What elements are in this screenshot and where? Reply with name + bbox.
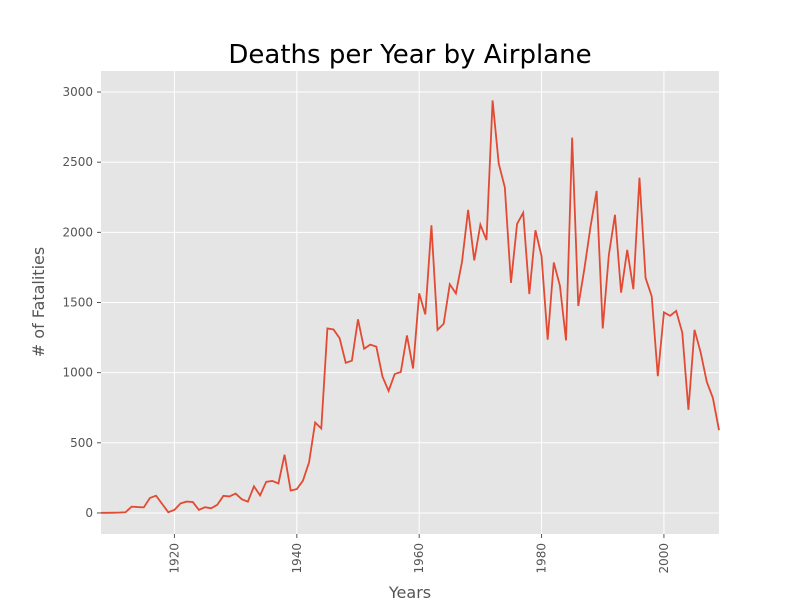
y-tick-label: 0	[85, 506, 93, 520]
y-axis-label: # of Fatalities	[29, 247, 48, 357]
y-tick-label: 500	[70, 436, 93, 450]
series-line	[101, 100, 720, 514]
x-axis-label: Years	[388, 583, 431, 600]
y-tick-label: 1000	[62, 366, 93, 380]
y-tick-label: 3000	[62, 85, 93, 99]
chart-title: Deaths per Year by Airplane	[228, 40, 591, 70]
x-tick-label: 1960	[412, 543, 426, 574]
y-tick-label: 2500	[62, 155, 93, 169]
y-tick-label: 2000	[62, 225, 93, 239]
y-tick-label: 1500	[62, 296, 93, 310]
x-tick-label: 1940	[290, 543, 304, 574]
axis-ticks: 0 500 1000 1500 2000 2500 3000 1920 1940 1960 1980…	[62, 85, 670, 574]
x-tick-label: 1980	[535, 543, 549, 574]
x-tick-label: 1920	[167, 543, 181, 574]
x-tick-label: 2000	[657, 543, 671, 574]
